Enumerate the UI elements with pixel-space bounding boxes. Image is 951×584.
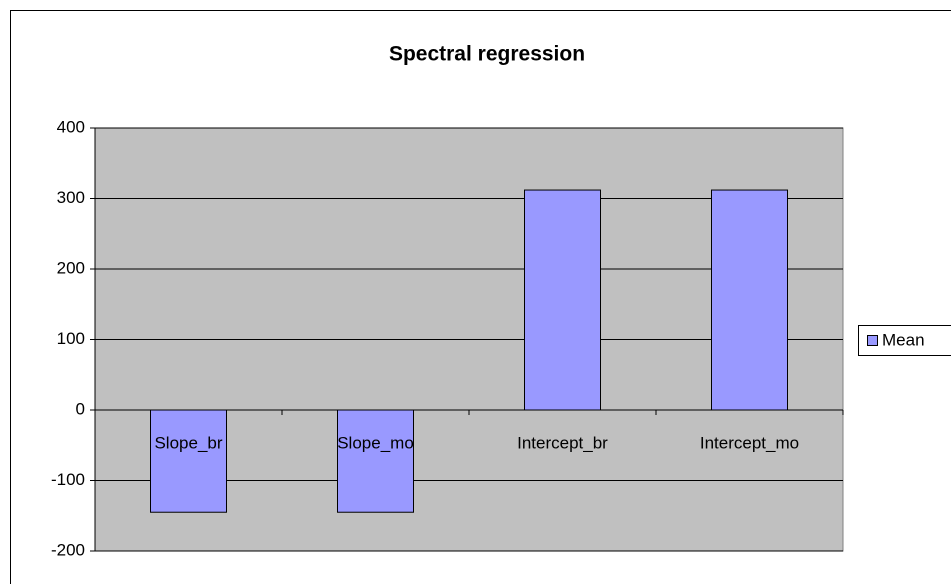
y-tick-label: 200: [57, 258, 85, 277]
y-tick-label: 0: [76, 399, 85, 418]
y-tick-label: 100: [57, 329, 85, 348]
legend-swatch: [867, 335, 878, 346]
x-tick-label: Intercept_br: [517, 433, 608, 452]
bar: [337, 409, 414, 513]
x-tick-label: Intercept_mo: [700, 433, 799, 452]
chart-title: Spectral regression: [389, 43, 585, 66]
bar: [524, 189, 601, 411]
bar: [711, 189, 788, 411]
y-tick-label: 300: [57, 188, 85, 207]
bar: [150, 409, 227, 513]
y-tick-label: 400: [57, 117, 85, 136]
legend-label: Mean: [882, 330, 925, 349]
y-tick-label: -200: [51, 540, 85, 559]
y-tick-label: -100: [51, 470, 85, 489]
x-tick-label: Slope_mo: [337, 433, 414, 452]
x-tick-label: Slope_br: [154, 433, 222, 452]
